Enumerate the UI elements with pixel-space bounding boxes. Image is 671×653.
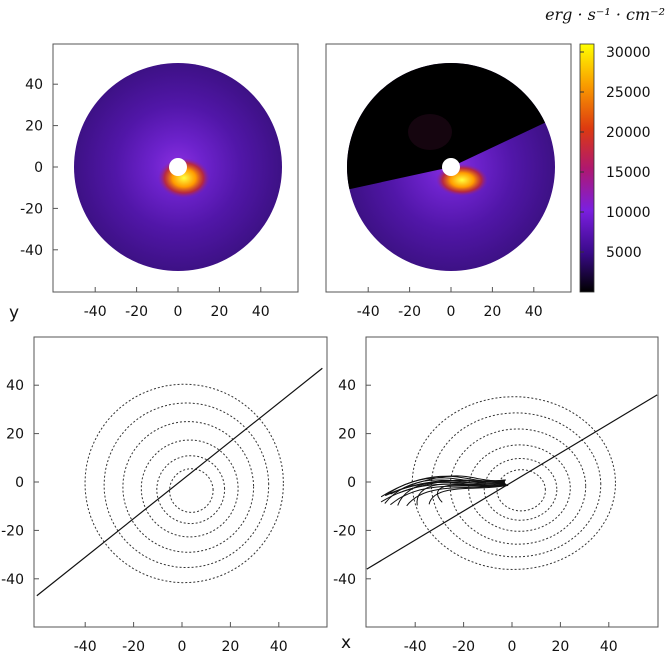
contour-line bbox=[84, 383, 284, 584]
y-tick-label: -20 bbox=[20, 201, 43, 217]
inner-hole bbox=[169, 158, 187, 176]
y-tick-label: -20 bbox=[333, 523, 356, 539]
x-tick-label: -40 bbox=[404, 639, 427, 653]
x-tick-label: -20 bbox=[125, 304, 148, 320]
colorbar-tick-label: 20000 bbox=[606, 125, 651, 141]
panel-top-left: -40 -20 0 20 40 40 20 0 -20 -40 bbox=[20, 43, 299, 320]
y-tick-label: 40 bbox=[6, 378, 24, 394]
y-tick-label: -40 bbox=[1, 572, 24, 588]
inner-hole bbox=[442, 158, 460, 176]
colorbar: 30000 25000 20000 15000 10000 5000 erg · s⁻¹ … bbox=[545, 5, 665, 293]
x-axis-label: x bbox=[341, 633, 351, 653]
x-tick-label: 20 bbox=[483, 304, 501, 320]
x-tick-label: -20 bbox=[452, 639, 475, 653]
contour-line bbox=[449, 428, 587, 545]
contour-line bbox=[430, 412, 602, 558]
panel-top-right: -40 -20 0 20 40 bbox=[325, 43, 572, 320]
contour-line bbox=[103, 402, 270, 569]
projection-line bbox=[36, 367, 323, 597]
colorbar-tick-label: 25000 bbox=[606, 85, 651, 101]
x-tick-label: 20 bbox=[221, 639, 239, 653]
field-line bbox=[436, 484, 509, 503]
colorbar-tick-label: 5000 bbox=[606, 245, 642, 261]
colorbar-tick-label: 10000 bbox=[606, 205, 651, 221]
x-tick-label: 0 bbox=[508, 639, 517, 653]
projection-line bbox=[366, 394, 658, 570]
y-tick-label: 20 bbox=[25, 119, 43, 135]
colorbar-unit-label: erg · s⁻¹ · cm⁻² bbox=[545, 5, 665, 24]
contour-line bbox=[122, 421, 255, 553]
contour-line bbox=[483, 458, 558, 521]
x-tick-label: 20 bbox=[210, 304, 228, 320]
y-tick-label: 40 bbox=[338, 378, 356, 394]
x-tick-label: -40 bbox=[357, 304, 380, 320]
x-tick-label: -20 bbox=[398, 304, 421, 320]
y-tick-label: -40 bbox=[333, 572, 356, 588]
x-tick-label: 40 bbox=[600, 639, 618, 653]
y-tick-label: -40 bbox=[20, 243, 43, 259]
x-tick-label: -20 bbox=[122, 639, 145, 653]
x-tick-label: 40 bbox=[252, 304, 270, 320]
field-line bbox=[384, 479, 506, 504]
y-axis-label: y bbox=[9, 303, 19, 323]
contour-line bbox=[468, 444, 571, 532]
y-tick-label: 0 bbox=[15, 475, 24, 491]
colorbar-tick-label: 15000 bbox=[606, 165, 651, 181]
field-line bbox=[384, 477, 505, 497]
field-line bbox=[428, 484, 508, 505]
y-tick-label: 40 bbox=[25, 77, 43, 93]
x-tick-label: 0 bbox=[174, 304, 183, 320]
colorbar-gradient bbox=[579, 43, 595, 293]
y-tick-label: -20 bbox=[1, 523, 24, 539]
x-tick-label: 40 bbox=[525, 304, 543, 320]
x-tick-label: 0 bbox=[178, 639, 187, 653]
contour-line bbox=[411, 396, 616, 571]
y-tick-label: 0 bbox=[34, 160, 43, 176]
panel-bottom-left: -40 -20 0 20 40 40 20 0 -20 -40 bbox=[1, 336, 328, 653]
contour-line bbox=[156, 455, 226, 525]
y-tick-label: 0 bbox=[347, 475, 356, 491]
x-tick-label: 40 bbox=[270, 639, 288, 653]
x-tick-label: 0 bbox=[447, 304, 456, 320]
panel-bottom-right: -40 -20 0 20 40 40 20 0 -20 -40 bbox=[333, 336, 659, 653]
field-line bbox=[397, 481, 506, 506]
contour-line bbox=[168, 468, 214, 513]
x-tick-label: -40 bbox=[74, 639, 97, 653]
contour-line bbox=[496, 469, 546, 512]
colorbar-tick-label: 30000 bbox=[606, 45, 651, 61]
y-tick-label: 20 bbox=[338, 427, 356, 443]
contour-line bbox=[140, 439, 239, 538]
y-tick-label: 20 bbox=[6, 427, 24, 443]
faint-blob bbox=[408, 114, 452, 150]
x-tick-label: -40 bbox=[84, 304, 107, 320]
x-tick-label: 20 bbox=[551, 639, 569, 653]
